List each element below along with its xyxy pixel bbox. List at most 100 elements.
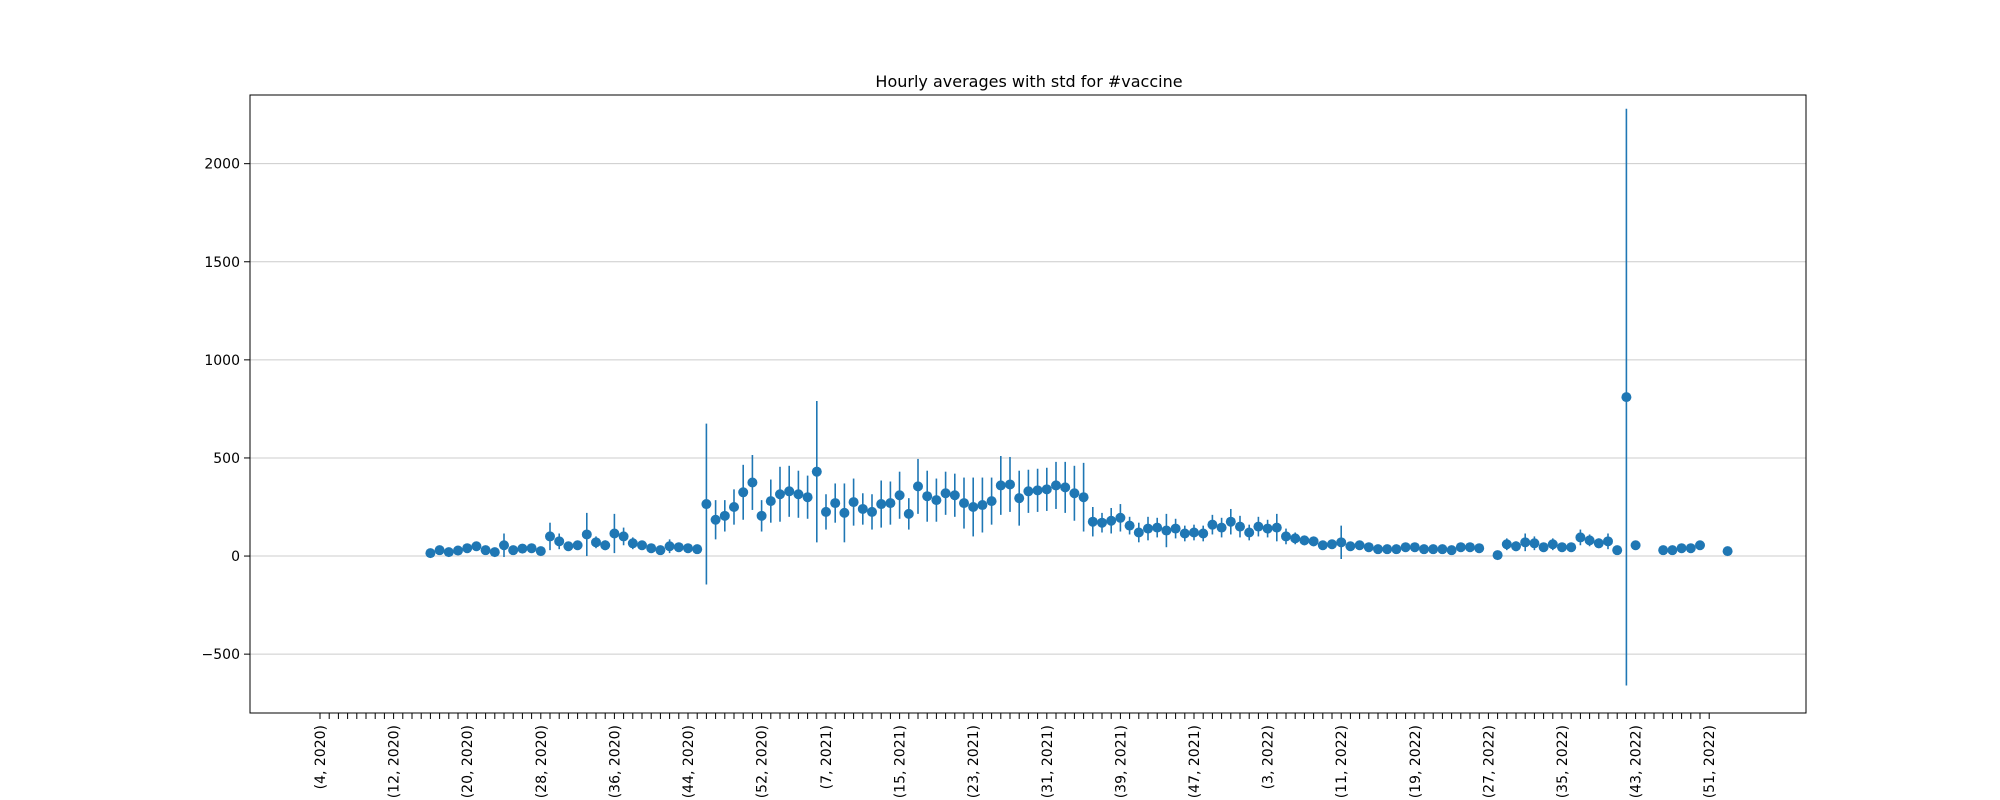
data-point	[1630, 540, 1641, 551]
data-point	[1621, 392, 1632, 403]
x-tick-label: (15, 2021)	[893, 725, 909, 798]
data-point	[1529, 538, 1540, 549]
data-point	[1465, 542, 1475, 553]
data-point	[959, 498, 969, 509]
x-tick-label: (35, 2022)	[1555, 725, 1571, 798]
data-point	[1345, 541, 1356, 552]
data-point	[425, 548, 436, 559]
data-point	[1133, 527, 1144, 538]
data-point	[1225, 516, 1236, 527]
data-point	[1612, 545, 1623, 556]
data-point	[1281, 531, 1291, 542]
data-point	[1097, 517, 1107, 528]
data-point	[1373, 544, 1383, 555]
data-point	[1658, 545, 1669, 556]
data-point	[839, 507, 850, 518]
data-point	[1115, 512, 1126, 523]
data-point	[480, 545, 491, 556]
data-point	[618, 531, 629, 542]
data-point	[710, 514, 721, 525]
data-point	[793, 489, 804, 500]
data-point	[885, 498, 896, 509]
x-tick-label: (11, 2022)	[1334, 725, 1350, 798]
x-tick-label: (44, 2020)	[681, 725, 697, 798]
data-point	[1593, 538, 1604, 549]
x-tick-label: (20, 2020)	[460, 725, 476, 798]
data-point	[1271, 522, 1282, 533]
data-point	[876, 499, 887, 510]
data-point	[572, 540, 583, 551]
data-point	[867, 506, 877, 517]
data-point	[977, 500, 988, 511]
data-point	[1336, 537, 1347, 548]
data-point	[1170, 523, 1181, 534]
data-point	[1014, 493, 1025, 504]
data-point	[1198, 528, 1209, 539]
data-point	[1354, 540, 1365, 551]
data-point	[1235, 521, 1245, 532]
x-tick-label: (7, 2021)	[819, 725, 835, 789]
y-tick-label: 0	[231, 549, 240, 565]
x-tick-label: (52, 2020)	[755, 725, 771, 798]
data-point	[1207, 519, 1218, 530]
data-point	[1161, 525, 1172, 536]
x-tick-label: (27, 2022)	[1481, 725, 1497, 798]
data-point	[1041, 484, 1052, 495]
data-point	[600, 540, 611, 551]
data-point	[581, 529, 592, 540]
data-point	[986, 496, 997, 507]
data-point	[609, 528, 620, 539]
data-point	[1299, 535, 1310, 546]
data-point	[1244, 527, 1255, 538]
data-point	[949, 490, 960, 501]
data-point	[1078, 492, 1089, 503]
data-point	[1253, 521, 1264, 532]
x-tick-label: (39, 2021)	[1113, 725, 1129, 798]
data-point	[1391, 544, 1402, 555]
data-point	[1428, 544, 1439, 555]
data-point	[453, 545, 463, 556]
data-point	[1060, 482, 1071, 493]
x-axis: (4, 2020) (12, 2020) (20, 2020) (28, 2020) (…	[313, 713, 1718, 798]
data-point	[1437, 544, 1448, 555]
data-point	[903, 508, 914, 519]
data-point	[1492, 550, 1503, 561]
data-point	[738, 487, 749, 498]
data-point	[1685, 543, 1696, 554]
y-tick-label: 500	[213, 451, 240, 467]
data-point	[1032, 485, 1043, 496]
x-tick-label: (12, 2020)	[387, 725, 403, 798]
data-point	[1363, 542, 1374, 553]
x-tick-label: (4, 2020)	[313, 725, 329, 789]
data-point	[729, 502, 739, 512]
x-tick-label: (31, 2021)	[1040, 725, 1056, 798]
data-point	[563, 541, 574, 552]
data-point	[848, 497, 859, 508]
data-point	[913, 481, 923, 492]
x-tick-label: (51, 2022)	[1702, 725, 1718, 798]
data-point	[1051, 480, 1061, 491]
data-point	[765, 496, 776, 507]
data-point	[830, 498, 841, 509]
data-point	[802, 492, 813, 503]
data-point	[1106, 515, 1117, 526]
data-point	[1419, 544, 1429, 555]
data-point	[508, 545, 519, 556]
data-point	[1501, 539, 1512, 550]
data-point	[471, 541, 482, 552]
data-point	[1179, 528, 1190, 539]
data-point	[489, 547, 500, 558]
data-point	[775, 489, 785, 500]
data-point	[719, 510, 730, 521]
data-point	[499, 540, 509, 551]
data-point	[968, 502, 979, 512]
data-point	[526, 543, 537, 554]
data-point	[1143, 523, 1153, 534]
data-point	[756, 510, 767, 521]
data-point	[554, 536, 565, 547]
data-point	[1566, 542, 1577, 553]
data-point	[1667, 545, 1678, 556]
data-point	[1575, 532, 1586, 543]
data-point	[857, 503, 868, 514]
